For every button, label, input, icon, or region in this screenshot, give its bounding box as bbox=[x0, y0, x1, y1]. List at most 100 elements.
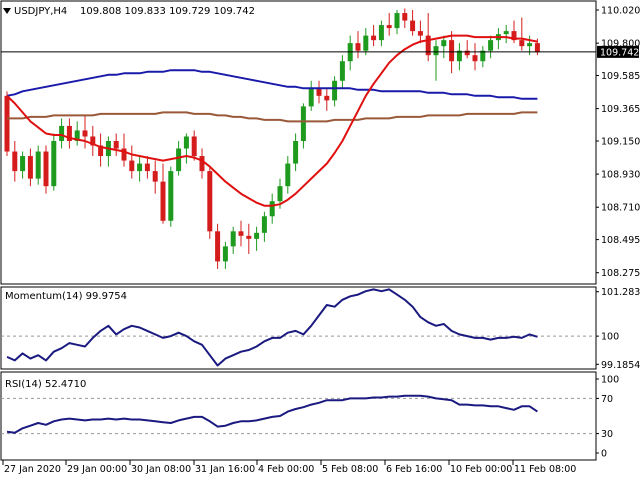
bearish-candle bbox=[121, 148, 127, 161]
rsi-tick-label: 70 bbox=[601, 394, 613, 405]
time-tick-label: 27 Jan 2020 bbox=[4, 464, 61, 475]
bearish-candle bbox=[160, 181, 166, 221]
time-tick-label: 4 Feb 00:00 bbox=[258, 464, 314, 475]
chart-panes bbox=[0, 0, 597, 461]
bullish-candle bbox=[261, 216, 267, 233]
bearish-candle bbox=[511, 31, 517, 41]
time-tick-label: 10 Feb 00:00 bbox=[450, 464, 512, 475]
bearish-candle bbox=[386, 25, 392, 29]
bullish-candle bbox=[456, 50, 462, 62]
bearish-candle bbox=[207, 171, 213, 232]
price-tick-label: 109.585 bbox=[601, 71, 640, 82]
momentum-tick-label: 100 bbox=[601, 332, 619, 343]
bearish-candle bbox=[98, 145, 104, 157]
price-tick-label: 108.495 bbox=[601, 235, 640, 246]
price-tick-label: 108.710 bbox=[601, 203, 640, 214]
bearish-candle bbox=[519, 40, 525, 47]
bearish-candle bbox=[43, 151, 49, 187]
current-price-tag bbox=[597, 45, 639, 58]
bearish-candle bbox=[152, 171, 158, 182]
rsi-tick-label: 30 bbox=[601, 429, 613, 440]
price-tick-label: 108.930 bbox=[601, 170, 640, 181]
bullish-candle bbox=[137, 163, 143, 172]
bullish-candle bbox=[20, 156, 26, 172]
time-tick-label: 5 Feb 08:00 bbox=[322, 464, 378, 475]
bearish-candle bbox=[246, 235, 252, 239]
bearish-candle bbox=[113, 140, 119, 149]
bearish-candle bbox=[215, 231, 221, 262]
bearish-candle bbox=[402, 13, 408, 21]
bearish-candle bbox=[324, 95, 330, 101]
bearish-candle bbox=[66, 125, 72, 141]
bullish-candle bbox=[277, 186, 283, 202]
bullish-candle bbox=[222, 246, 228, 262]
bullish-candle bbox=[59, 125, 65, 141]
bearish-candle bbox=[472, 55, 478, 62]
bearish-candle bbox=[534, 43, 540, 53]
symbol-label: USDJPY,H4 bbox=[14, 6, 67, 17]
momentum-tick-label: 101.2839 bbox=[601, 287, 640, 298]
bearish-candle bbox=[355, 43, 361, 51]
bearish-candle bbox=[144, 163, 150, 172]
price-tick-label: 110.020 bbox=[601, 6, 640, 17]
bullish-candle bbox=[230, 231, 236, 247]
bullish-candle bbox=[527, 43, 533, 47]
bearish-candle bbox=[82, 130, 88, 137]
rsi-title: RSI(14) 52.4710 bbox=[5, 379, 86, 390]
momentum-title: Momentum(14) 99.9754 bbox=[5, 291, 127, 302]
bullish-candle bbox=[363, 35, 369, 51]
time-tick-label: 6 Feb 16:00 bbox=[386, 464, 442, 475]
bearish-candle bbox=[12, 151, 18, 172]
main-series-layer bbox=[1, 8, 596, 435]
bullish-candle bbox=[35, 151, 41, 179]
bearish-candle bbox=[199, 156, 205, 172]
pane-titles: USDJPY,H4 109.808 109.833 109.729 109.74… bbox=[3, 6, 255, 390]
time-tick-label: 11 Feb 08:00 bbox=[514, 464, 576, 475]
price-tick-label: 109.150 bbox=[601, 136, 640, 147]
ohlc-label: 109.808 109.833 109.729 109.742 bbox=[80, 6, 255, 17]
bearish-candle bbox=[238, 231, 244, 236]
bearish-candle bbox=[90, 136, 96, 146]
fast-moving-average-line bbox=[6, 34, 538, 207]
bullish-candle bbox=[74, 130, 80, 141]
price-axis: 109.742 110.020 109.800 109.585 109.365 109.1… bbox=[596, 6, 640, 460]
rsi-line bbox=[6, 394, 538, 434]
rsi-tick-label: 100 bbox=[601, 375, 619, 386]
dropdown-triangle-icon[interactable] bbox=[3, 8, 11, 14]
momentum-pane bbox=[0, 286, 597, 370]
bullish-candle bbox=[332, 80, 338, 101]
bullish-candle bbox=[293, 140, 299, 164]
bearish-candle bbox=[417, 31, 423, 36]
time-tick-label: 31 Jan 16:00 bbox=[195, 464, 255, 475]
bearish-candle bbox=[410, 20, 416, 32]
time-axis: 27 Jan 2020 29 Jan 00:00 30 Jan 08:00 31 Ja… bbox=[2, 460, 576, 475]
slow-moving-average-line bbox=[7, 111, 538, 123]
bullish-candle bbox=[503, 31, 509, 35]
bullish-candle bbox=[394, 13, 400, 29]
bullish-candle bbox=[300, 106, 306, 141]
bearish-candle bbox=[464, 50, 470, 56]
bullish-candle bbox=[51, 140, 57, 187]
bearish-candle bbox=[449, 40, 455, 62]
momentum-line bbox=[6, 288, 538, 367]
bullish-candle bbox=[269, 201, 275, 217]
price-tick-label: 109.800 bbox=[601, 39, 640, 50]
bullish-candle bbox=[254, 232, 260, 239]
medium-moving-average-line bbox=[6, 69, 538, 100]
bearish-candle bbox=[4, 95, 10, 152]
bullish-candle bbox=[285, 163, 291, 187]
rsi-tick-label: 0 bbox=[601, 449, 607, 460]
bearish-candle bbox=[129, 160, 135, 172]
bullish-candle bbox=[433, 46, 439, 56]
bearish-candle bbox=[316, 88, 322, 96]
bearish-candle bbox=[425, 35, 431, 56]
price-tick-label: 108.275 bbox=[601, 268, 640, 279]
bullish-candle bbox=[480, 50, 486, 62]
bullish-candle bbox=[378, 25, 384, 41]
bullish-candle bbox=[176, 148, 182, 172]
time-tick-label: 30 Jan 08:00 bbox=[131, 464, 191, 475]
momentum-tick-label: 99.1854 bbox=[601, 360, 640, 371]
bullish-candle bbox=[441, 40, 447, 47]
time-tick-label: 29 Jan 00:00 bbox=[67, 464, 127, 475]
